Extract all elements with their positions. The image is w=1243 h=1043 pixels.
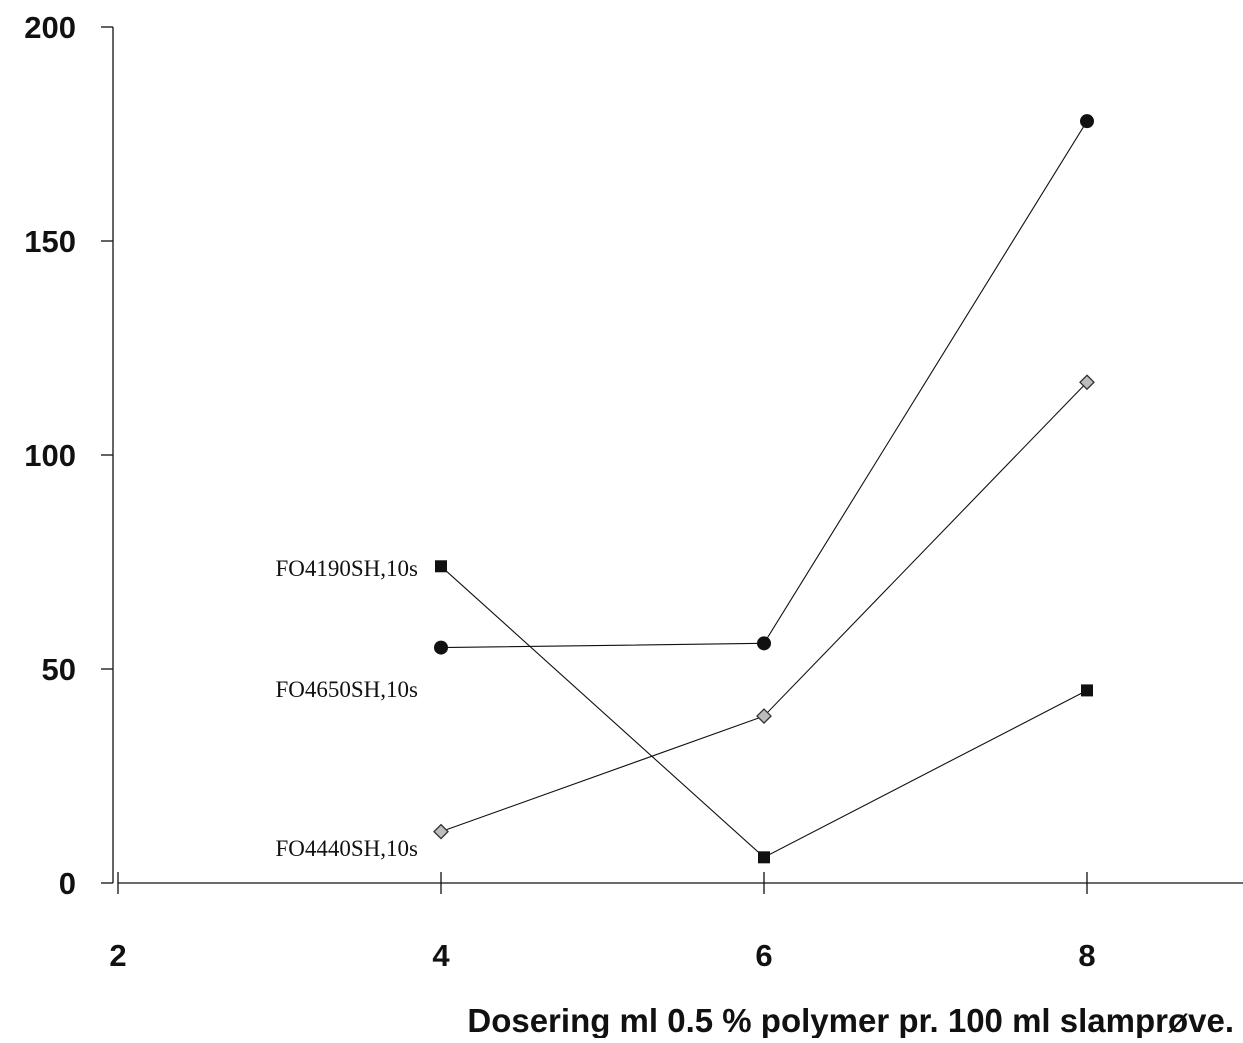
series-lines — [440, 120, 1088, 858]
labels: Dosering ml 0.5 % polymer pr. 100 ml sla… — [24, 10, 1234, 1039]
series-label: FO4650SH,10s — [275, 677, 418, 702]
y-tick-label: 200 — [24, 10, 76, 45]
y-tick-label: 150 — [24, 224, 76, 259]
square-marker — [435, 560, 447, 573]
x-tick-label: 6 — [755, 938, 772, 973]
series-line — [440, 120, 1088, 649]
square-marker — [1081, 684, 1093, 697]
x-tick-label: 4 — [432, 938, 450, 973]
x-tick-label: 8 — [1078, 938, 1095, 973]
y-tick-label: 0 — [59, 866, 76, 901]
y-tick-label: 50 — [42, 652, 76, 687]
axes — [101, 26, 1243, 894]
x-axis-title: Dosering ml 0.5 % polymer pr. 100 ml sla… — [467, 1002, 1234, 1038]
diamond-marker — [433, 823, 449, 840]
series-label: FO4440SH,10s — [275, 836, 418, 861]
circle-marker — [434, 640, 448, 655]
square-marker — [758, 851, 770, 864]
x-tick-label: 2 — [109, 938, 126, 973]
series-markers — [433, 114, 1095, 864]
diamond-marker — [756, 708, 772, 724]
series-label: FO4190SH,10s — [275, 556, 418, 581]
circle-marker — [757, 636, 771, 651]
circle-marker — [1080, 114, 1094, 129]
diamond-marker — [1079, 374, 1095, 391]
y-tick-label: 100 — [24, 438, 76, 473]
series-line — [440, 381, 1088, 833]
